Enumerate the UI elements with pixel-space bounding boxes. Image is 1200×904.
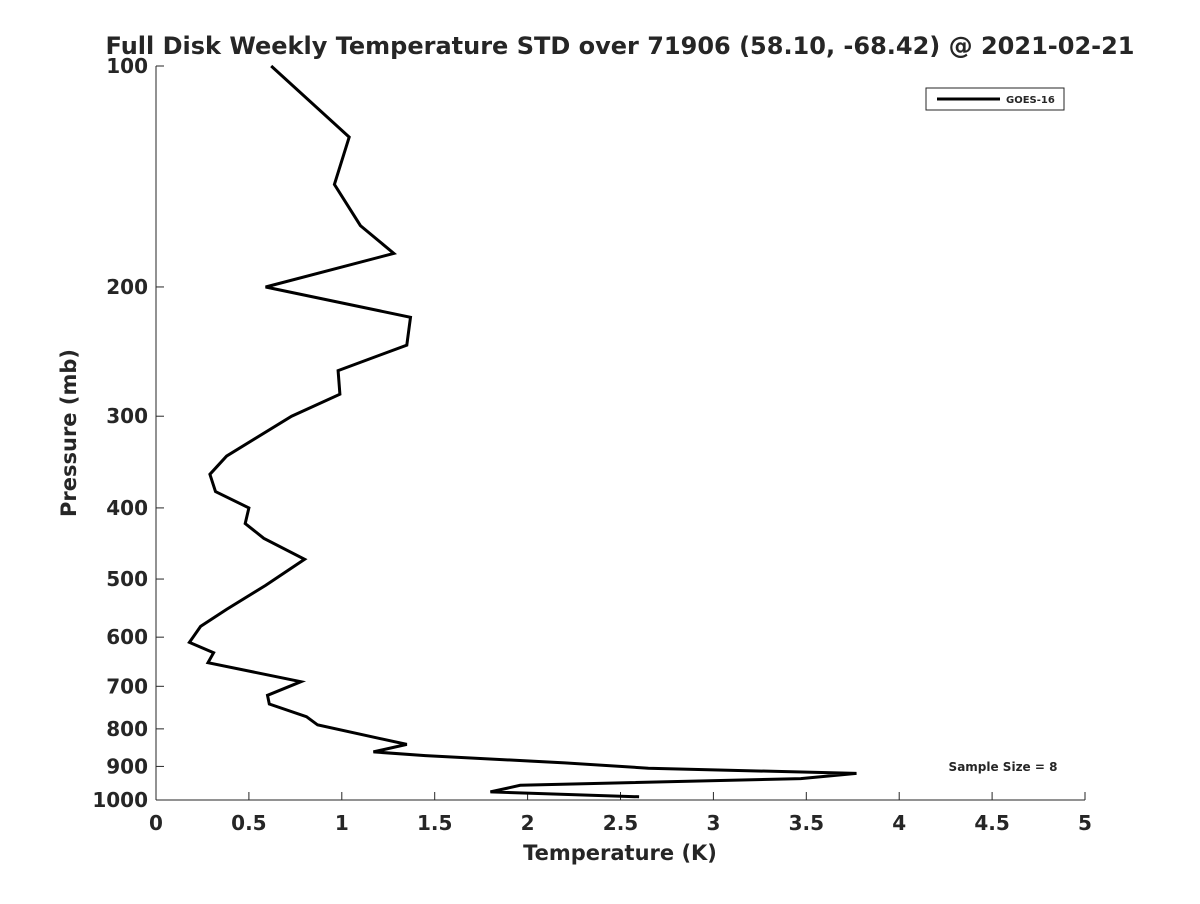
y-tick-label: 600 (106, 625, 148, 649)
x-tick-label: 2 (521, 811, 535, 835)
x-tick-label: 4 (892, 811, 906, 835)
x-tick-label: 0.5 (231, 811, 266, 835)
y-tick-label: 800 (106, 717, 148, 741)
x-axis-label: Temperature (K) (523, 841, 717, 865)
y-tick-label: 400 (106, 496, 148, 520)
y-axis-ticks: 100 200 300 400 500 600 700 800 900 1000 (92, 54, 164, 812)
y-tick-label: 900 (106, 754, 148, 778)
y-tick-label: 300 (106, 404, 148, 428)
series-line-goes-16 (187, 64, 857, 799)
y-axis-label: Pressure (mb) (57, 349, 81, 517)
x-tick-label: 1 (335, 811, 349, 835)
x-tick-label: 2.5 (603, 811, 638, 835)
x-tick-label: 3.5 (789, 811, 824, 835)
x-tick-label: 4.5 (974, 811, 1009, 835)
x-tick-label: 5 (1078, 811, 1092, 835)
chart-title: Full Disk Weekly Temperature STD over 71… (106, 32, 1135, 60)
y-tick-label: 500 (106, 567, 148, 591)
y-tick-label: 700 (106, 674, 148, 698)
legend: GOES-16 (925, 87, 1065, 111)
series-layer (187, 64, 857, 799)
x-axis-ticks: 0 0.5 1 1.5 2 2.5 3 3.5 4 4.5 5 (149, 792, 1092, 835)
x-tick-label: 3 (706, 811, 720, 835)
x-tick-label: 1.5 (417, 811, 452, 835)
y-tick-label: 100 (106, 54, 148, 78)
y-tick-label: 200 (106, 275, 148, 299)
y-tick-label: 1000 (92, 788, 148, 812)
legend-label-goes-16: GOES-16 (1006, 95, 1055, 106)
x-tick-label: 0 (149, 811, 163, 835)
sample-size-annotation: Sample Size = 8 (949, 760, 1058, 774)
